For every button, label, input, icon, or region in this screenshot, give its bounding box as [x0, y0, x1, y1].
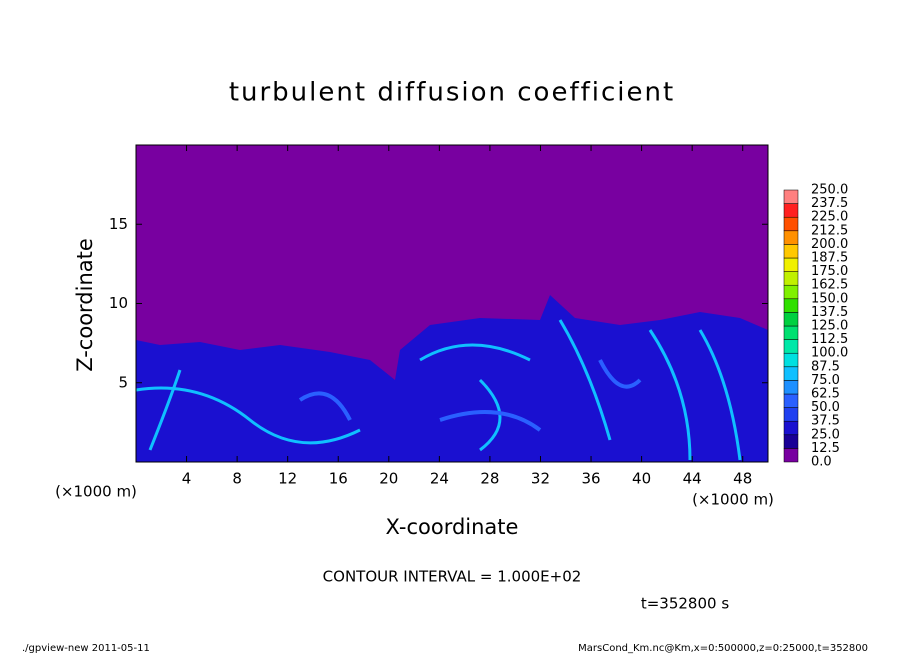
colorbar-label: 137.5 — [811, 305, 848, 320]
x-tick-label: 8 — [232, 470, 242, 488]
colorbar-band — [783, 352, 799, 368]
colorbar-label: 12.5 — [811, 441, 840, 456]
colorbar-band — [783, 298, 799, 313]
x-tick-label: 16 — [329, 470, 348, 488]
colorbar-label: 25.0 — [811, 427, 840, 442]
x-axis-label: X-coordinate — [386, 515, 519, 539]
y-tick-label: 5 — [118, 373, 128, 391]
x-tick-label: 4 — [182, 470, 192, 488]
colorbar-label: 237.5 — [811, 196, 848, 211]
y-tick-label: 10 — [109, 294, 128, 312]
colorbar-label: 125.0 — [811, 319, 848, 334]
field-region — [136, 295, 768, 462]
colorbar-label: 87.5 — [811, 359, 840, 374]
colorbar-band — [783, 380, 799, 395]
x-tick-label: 28 — [480, 470, 499, 488]
footer-right: MarsCond_Km.nc@Km,x=0:500000,z=0:25000,t… — [578, 643, 868, 654]
time-label: t=352800 s — [641, 595, 729, 613]
colorbar-label: 175.0 — [811, 264, 848, 279]
colorbar-label: 75.0 — [811, 373, 840, 388]
y-axis-label: Z-coordinate — [73, 238, 97, 372]
colorbar-band — [783, 284, 799, 300]
y-unit: (×1000 m) — [55, 483, 137, 501]
colorbar-band — [783, 257, 799, 272]
x-tick-label: 40 — [632, 470, 651, 488]
colorbar-band — [783, 325, 799, 340]
colorbar-label: 250.0 — [811, 183, 848, 198]
colorbar-band — [783, 339, 799, 354]
colorbar-band — [783, 312, 799, 327]
field-streak — [135, 319, 742, 461]
colorbar-label: 150.0 — [811, 291, 848, 306]
colorbar-band — [783, 216, 799, 232]
colorbar-label: 0.0 — [811, 455, 832, 470]
colorbar-band — [783, 420, 799, 436]
colorbar-band — [783, 244, 799, 259]
colorbar-band — [783, 393, 799, 408]
colorbar-band — [783, 366, 799, 381]
field-streak — [298, 359, 642, 432]
colorbar-label: 212.5 — [811, 223, 848, 238]
x-tick-label: 36 — [581, 470, 600, 488]
colorbar-label: 62.5 — [811, 387, 840, 402]
colorbar-band — [783, 434, 799, 449]
y-tick-label: 15 — [109, 215, 128, 233]
colorbar-label: 50.0 — [811, 400, 840, 415]
field — [135, 145, 768, 462]
x-tick-label: 12 — [278, 470, 297, 488]
colorbar-label: 100.0 — [811, 346, 848, 361]
x-tick-label: 48 — [733, 470, 752, 488]
colorbar-label: 200.0 — [811, 237, 848, 252]
x-tick-label: 32 — [531, 470, 550, 488]
x-tick-label: 44 — [683, 470, 702, 488]
colorbar-band — [783, 407, 799, 422]
colorbar-label: 37.5 — [811, 414, 840, 429]
colorbar-label: 112.5 — [811, 332, 848, 347]
colorbar-label: 225.0 — [811, 210, 848, 225]
colorbar-band — [783, 203, 799, 218]
contour-interval: CONTOUR INTERVAL = 1.000E+02 — [323, 568, 582, 586]
x-tick-label: 20 — [379, 470, 398, 488]
x-tick-label: 24 — [430, 470, 449, 488]
chart-title: turbulent diffusion coefficient — [229, 78, 675, 108]
colorbar-band — [783, 271, 799, 286]
colorbar-label: 162.5 — [811, 278, 848, 293]
colorbar-band — [783, 448, 799, 463]
colorbar-label: 187.5 — [811, 251, 848, 266]
x-unit: (×1000 m) — [692, 491, 774, 509]
colorbar-band — [783, 189, 799, 204]
colorbar-band — [783, 230, 799, 245]
footer-left: ./gpview-new 2011-05-11 — [22, 643, 150, 654]
